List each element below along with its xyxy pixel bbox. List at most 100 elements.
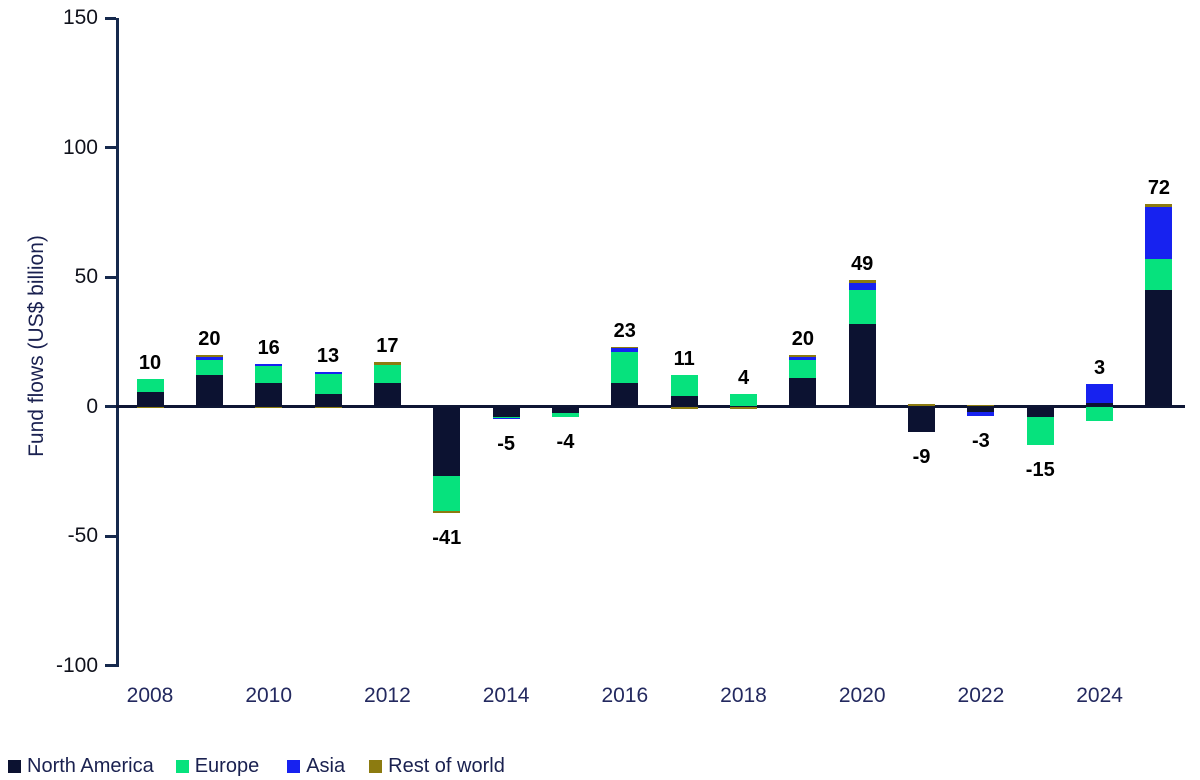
bar-segment-asia	[789, 357, 817, 360]
x-tick-label: 2018	[720, 684, 767, 707]
y-tick-label: 0	[86, 394, 98, 418]
x-tick-label: 2016	[601, 684, 649, 707]
bar-total-label: 16	[257, 336, 280, 359]
bar-segment-north-america	[551, 406, 579, 413]
legend-label: Asia	[306, 755, 346, 777]
legend-swatch-icon	[287, 759, 301, 773]
bar-segment-north-america	[967, 406, 995, 412]
bar-segment-north-america	[136, 392, 164, 407]
bar-segment-rest-of-world	[314, 406, 342, 408]
legend-label: Europe	[194, 755, 260, 777]
bar-segment-rest-of-world	[373, 362, 401, 366]
bar-segment-north-america	[373, 383, 401, 407]
bar-total-label: 20	[791, 327, 814, 350]
bar-segment-rest-of-world	[908, 403, 936, 407]
bar-total-label: -15	[1025, 459, 1055, 482]
x-tick-label: 2010	[245, 684, 293, 707]
bar-total-label: -5	[497, 433, 515, 456]
bar-segment-north-america	[1086, 402, 1114, 407]
x-tick-label: 2014	[482, 684, 530, 707]
bar-segment-north-america	[1145, 289, 1173, 407]
bar-total-label: 49	[851, 252, 874, 275]
bar-segment-rest-of-world	[967, 405, 995, 407]
bar-segment-europe	[611, 352, 639, 384]
legend-item-rest-of-world: Rest of world	[369, 755, 505, 777]
y-axis-line	[116, 18, 119, 667]
bar-segment-rest-of-world	[195, 354, 223, 358]
bar-segment-europe	[670, 375, 698, 397]
bar-segment-europe	[1145, 258, 1173, 290]
bar-total-label: -41	[432, 526, 462, 549]
bar-segment-north-america	[1026, 406, 1054, 417]
bar-total-label: 4	[737, 366, 750, 389]
y-tick-mark	[105, 534, 116, 538]
bar-segment-europe	[730, 393, 757, 407]
bar-segment-asia	[314, 371, 342, 375]
bar-segment-europe	[492, 416, 520, 419]
bar-segment-europe	[1086, 406, 1114, 421]
y-tick-label: 150	[62, 6, 98, 29]
bar-segment-europe	[848, 289, 876, 324]
bar-segment-rest-of-world	[848, 279, 876, 284]
bar-segment-rest-of-world	[255, 406, 283, 408]
x-axis-zero-line	[116, 405, 1185, 408]
bar-segment-north-america	[492, 406, 520, 417]
bar-segment-europe	[195, 359, 223, 376]
bar-total-label: 3	[1094, 357, 1106, 380]
x-tick-label: 2022	[957, 684, 1005, 707]
legend-item-europe: Europe	[175, 755, 260, 777]
bar-segment-north-america	[433, 406, 461, 477]
y-tick-mark	[105, 664, 116, 667]
bar-segment-europe	[314, 374, 342, 394]
y-tick-mark	[105, 16, 116, 20]
bar-segment-north-america	[611, 383, 639, 407]
bar-total-label: -3	[971, 429, 990, 452]
bar-total-label: 20	[198, 327, 221, 350]
y-tick-mark	[105, 275, 116, 279]
bar-total-label: 11	[673, 348, 695, 371]
bar-segment-europe	[136, 379, 164, 393]
bar-segment-asia	[492, 418, 520, 420]
bar-segment-asia	[255, 363, 283, 367]
legend-item-north-america: North America	[8, 755, 154, 777]
bar-total-label: 13	[316, 344, 340, 367]
y-tick-label: -100	[55, 653, 98, 677]
bar-segment-north-america	[195, 375, 223, 407]
bar-total-label: -9	[912, 446, 931, 469]
bar-total-label: 17	[376, 335, 399, 358]
bar-segment-north-america	[848, 323, 876, 407]
bar-segment-north-america	[789, 378, 817, 407]
y-tick-label: 100	[62, 135, 98, 159]
bar-segment-europe	[255, 366, 283, 384]
bar-segment-asia	[1086, 384, 1114, 403]
bar-segment-asia	[967, 411, 995, 416]
bar-segment-asia	[195, 357, 223, 360]
x-tick-label: 2020	[838, 684, 886, 707]
x-tick-label: 2024	[1076, 684, 1123, 707]
legend-swatch-icon	[175, 759, 189, 773]
legend-swatch-icon	[8, 759, 21, 773]
legend: North America Europe Asia Rest of world	[8, 755, 505, 777]
bar-segment-rest-of-world	[1145, 204, 1173, 208]
y-tick-mark	[105, 405, 116, 408]
bar-segment-europe	[1026, 416, 1054, 446]
legend-label: North America	[27, 755, 154, 777]
bar-segment-asia	[611, 348, 639, 353]
bar-segment-rest-of-world	[433, 511, 461, 513]
bar-total-label: 10	[138, 352, 162, 375]
bar-segment-north-america	[314, 393, 342, 407]
y-tick-label: 50	[74, 265, 98, 288]
y-tick-label: -50	[67, 524, 98, 547]
bar-segment-rest-of-world	[136, 406, 164, 408]
bar-segment-europe	[551, 412, 579, 417]
bar-segment-rest-of-world	[789, 354, 817, 358]
bar-segment-asia	[848, 283, 876, 290]
bar-segment-north-america	[670, 396, 698, 407]
x-tick-label: 2008	[126, 684, 174, 707]
bar-segment-rest-of-world	[670, 406, 698, 410]
legend-label: Rest of world	[388, 755, 505, 777]
bar-segment-europe	[789, 359, 817, 378]
bar-total-label: 23	[613, 319, 636, 342]
bar-segment-europe	[433, 476, 461, 512]
